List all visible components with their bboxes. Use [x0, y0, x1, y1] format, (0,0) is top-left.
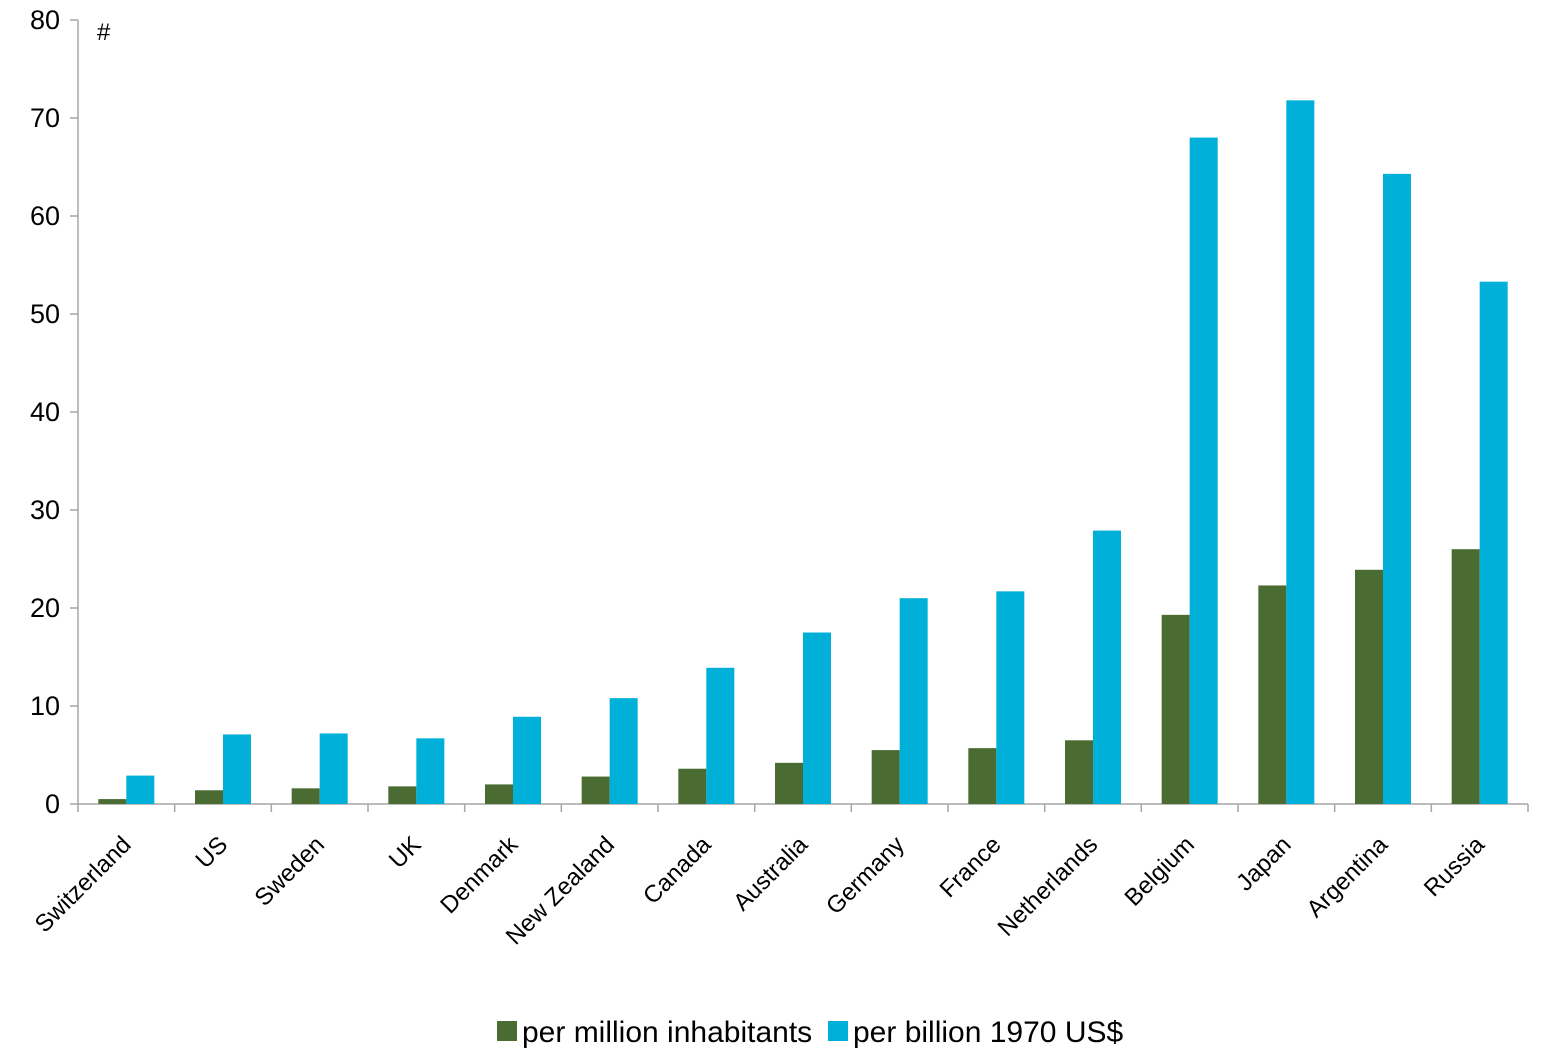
bar-per-million-inhabitants-canada — [678, 768, 707, 804]
bar-per-billion-1970-usd-switzerland — [126, 775, 155, 804]
x-tick-label: Netherlands — [993, 831, 1104, 942]
y-tick-label: 60 — [30, 201, 60, 231]
legend-label-series-2: per billion 1970 US$ — [853, 1016, 1123, 1049]
bar-per-million-inhabitants-netherlands — [1065, 740, 1093, 804]
y-tick-label: 40 — [30, 397, 60, 427]
bar-per-billion-1970-usd-denmark — [513, 716, 541, 804]
bar-per-billion-1970-usd-us — [223, 734, 251, 804]
bar-per-million-inhabitants-australia — [775, 762, 803, 804]
legend-swatch-series-1 — [497, 1021, 517, 1041]
y-tick-label: 20 — [30, 593, 60, 623]
bar-per-million-inhabitants-france — [968, 748, 997, 804]
legend-swatch-series-2 — [828, 1021, 848, 1041]
bar-per-million-inhabitants-denmark — [485, 784, 513, 804]
bar-per-billion-1970-usd-germany — [899, 598, 928, 804]
bar-per-million-inhabitants-japan — [1258, 585, 1287, 804]
bar-per-billion-1970-usd-netherlands — [1093, 530, 1121, 804]
bar-per-million-inhabitants-sweden — [291, 788, 320, 804]
x-tick-label: Japan — [1231, 831, 1296, 896]
y-tick-label: 70 — [30, 103, 60, 133]
legend-item-series-2: per billion 1970 US$ — [828, 1016, 1123, 1049]
x-tick-label: France — [935, 831, 1007, 903]
y-tick-label: 0 — [45, 789, 60, 819]
y-axis: 0 10 20 30 40 50 60 70 80 — [30, 5, 79, 819]
bar-per-billion-1970-usd-uk — [416, 738, 445, 804]
y-unit-label: # — [97, 19, 111, 46]
bar-per-billion-1970-usd-russia — [1479, 281, 1508, 804]
x-tick-label: Sweden — [249, 831, 329, 911]
x-tick-label: Australia — [728, 831, 814, 917]
x-tick-label: Germany — [821, 831, 910, 920]
bar-per-million-inhabitants-uk — [388, 786, 417, 804]
bar-per-billion-1970-usd-canada — [706, 667, 735, 804]
x-tick-label: US — [191, 831, 234, 874]
bar-per-billion-1970-usd-sweden — [319, 733, 348, 804]
x-tick-label: Canada — [638, 831, 717, 910]
x-axis — [77, 803, 1529, 812]
legend-label-series-1: per million inhabitants — [522, 1016, 812, 1049]
bar-per-million-inhabitants-argentina — [1355, 569, 1383, 804]
x-tick-label: UK — [384, 831, 427, 874]
y-tick-label: 30 — [30, 495, 60, 525]
bar-per-million-inhabitants-new-zealand — [581, 776, 610, 804]
y-tick-label: 10 — [30, 691, 60, 721]
bar-per-million-inhabitants-switzerland — [98, 799, 127, 804]
bar-per-million-inhabitants-germany — [871, 750, 900, 804]
x-tick-label: Belgium — [1119, 831, 1199, 911]
bar-per-billion-1970-usd-japan — [1286, 100, 1315, 805]
bar-per-billion-1970-usd-australia — [803, 632, 831, 804]
x-tick-label: Switzerland — [30, 831, 137, 938]
bars — [98, 100, 1508, 805]
legend: per million inhabitants per billion 1970… — [497, 1016, 1123, 1049]
bar-per-billion-1970-usd-belgium — [1189, 137, 1218, 805]
x-tick-label: Russia — [1419, 831, 1490, 902]
y-tick-label: 80 — [30, 5, 60, 35]
x-tick-label: Denmark — [435, 830, 524, 919]
y-tick-label: 50 — [30, 299, 60, 329]
bar-per-billion-1970-usd-new-zealand — [609, 698, 638, 804]
bar-per-billion-1970-usd-argentina — [1383, 173, 1411, 805]
bar-per-billion-1970-usd-france — [996, 591, 1025, 804]
x-tick-label: Argentina — [1301, 831, 1393, 923]
bar-per-million-inhabitants-belgium — [1161, 614, 1190, 804]
bar-per-million-inhabitants-russia — [1451, 549, 1480, 804]
bar-per-million-inhabitants-us — [195, 790, 223, 804]
legend-item-series-1: per million inhabitants — [497, 1016, 812, 1049]
